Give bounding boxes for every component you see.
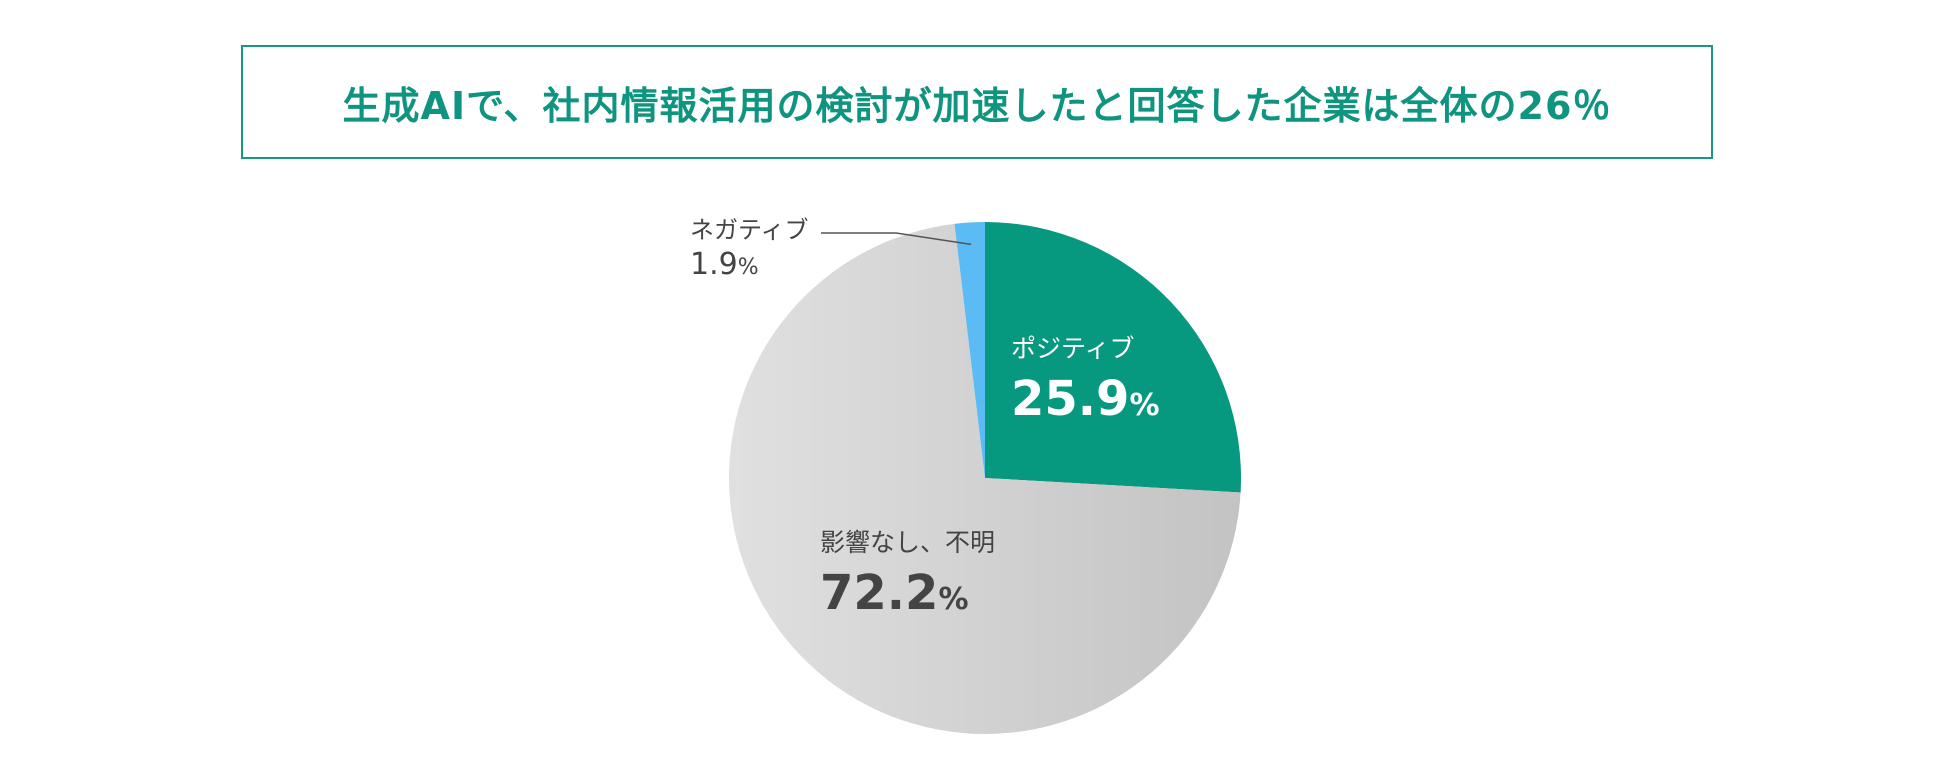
slice-label-positive: ポジティブ 25.9% — [1011, 336, 1160, 423]
slice-value-negative: 1.9% — [690, 250, 809, 280]
slice-category-positive: ポジティブ — [1011, 334, 1135, 363]
slice-category-none: 影響なし、不明 — [820, 528, 996, 557]
leader-line-negative — [821, 232, 972, 246]
slice-value-none: 72.2% — [820, 569, 995, 617]
slice-value-positive: 25.9% — [1011, 375, 1160, 423]
slice-label-none: 影響なし、不明 72.2% — [820, 530, 995, 617]
slice-label-negative: ネガティブ 1.9% — [690, 218, 809, 280]
title-box: 生成AIで、社内情報活用の検討が加速したと回答した企業は全体の26％ — [241, 45, 1713, 159]
slice-number-negative: 1.9 — [690, 247, 738, 282]
slice-number-positive: 25.9 — [1011, 371, 1130, 427]
pie-slice-positive — [985, 222, 1242, 493]
slice-number-none: 72.2 — [820, 565, 939, 621]
chart-title: 生成AIで、社内情報活用の検討が加速したと回答した企業は全体の26％ — [342, 83, 1612, 128]
slice-category-negative: ネガティブ — [690, 216, 809, 244]
slice-unit-none: % — [938, 582, 969, 617]
pie-slice-negative — [954, 222, 985, 478]
slice-unit-negative: % — [737, 255, 759, 280]
pie-slice-none — [729, 223, 1241, 734]
slice-unit-positive: % — [1129, 388, 1160, 423]
